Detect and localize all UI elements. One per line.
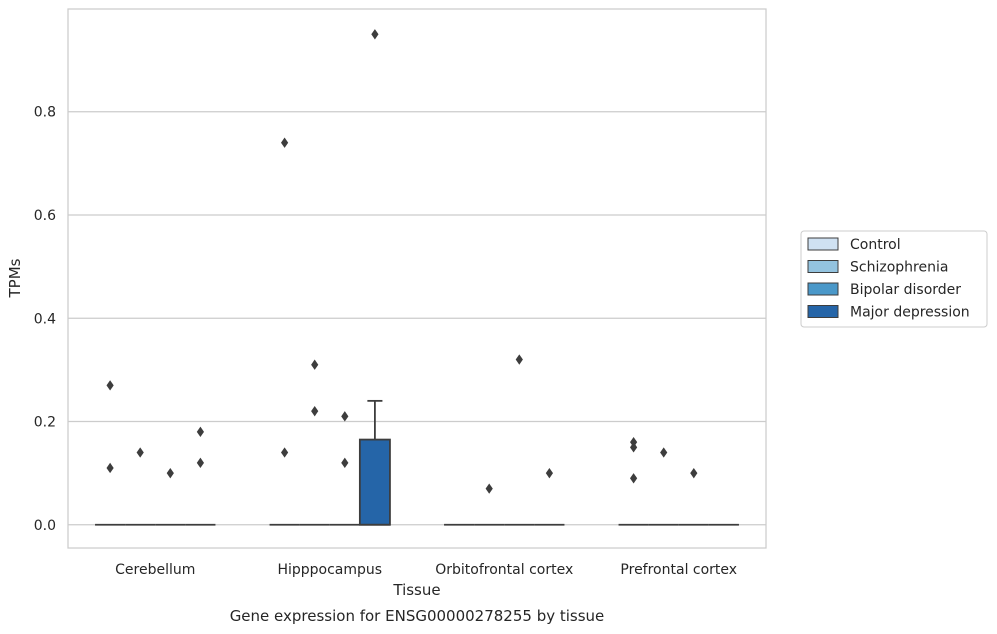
legend-frame	[800, 230, 988, 328]
outlier-points	[106, 29, 698, 494]
outlier-point	[629, 473, 638, 484]
legend-swatch	[807, 237, 839, 251]
outlier-point	[515, 354, 523, 365]
outlier-point	[485, 483, 493, 494]
legend: Control Schizophrenia Bipolar disorder Majo…	[800, 230, 988, 328]
legend-swatch	[807, 282, 839, 296]
x-tick-label: Orbitofrontal cortex	[435, 562, 573, 578]
outlier-point	[136, 447, 144, 458]
y-tick-label: 0.0	[34, 518, 56, 534]
y-tick-label: 0.4	[34, 311, 56, 327]
boxes	[95, 399, 739, 526]
outlier-point	[280, 447, 289, 458]
outlier-point	[341, 457, 349, 468]
x-tick-label: Hipppocampus	[277, 562, 382, 578]
x-tick-label: Prefrontal cortex	[620, 562, 737, 578]
legend-label: Schizophrenia	[850, 260, 948, 276]
box	[358, 438, 391, 526]
x-tick-label: Cerebellum	[115, 562, 195, 578]
y-tick-label: 0.8	[34, 105, 56, 121]
outlier-point	[196, 426, 205, 438]
legend-items: Control Schizophrenia Bipolar disorder Majo…	[807, 237, 970, 321]
chart-caption: Gene expression for ENSG00000278255 by t…	[230, 607, 605, 625]
y-tick-label: 0.2	[34, 415, 56, 431]
y-tick-labels: 0.0 0.2 0.4 0.6 0.8	[34, 105, 56, 534]
outlier-point	[690, 467, 698, 479]
outlier-point	[371, 29, 379, 40]
x-tick-labels: Cerebellum Hipppocampus Orbitofrontal cort…	[115, 562, 737, 578]
legend-label: Control	[850, 237, 901, 253]
outlier-point	[311, 406, 319, 417]
legend-swatch	[807, 260, 839, 273]
legend-label: Bipolar disorder	[850, 282, 961, 298]
y-tick-label: 0.6	[34, 208, 56, 224]
outlier-point	[629, 442, 638, 453]
outlier-point	[545, 467, 554, 479]
legend-swatch	[807, 305, 839, 318]
outlier-point	[660, 447, 668, 458]
outlier-point	[280, 137, 289, 148]
plot-area	[67, 8, 767, 549]
y-axis-label: TPMs	[6, 258, 24, 298]
outlier-point	[106, 462, 114, 474]
outlier-point	[166, 467, 174, 479]
legend-label: Major depression	[850, 305, 970, 321]
outlier-point	[341, 411, 349, 422]
outlier-point	[196, 457, 205, 468]
x-axis-label: Tissue	[392, 581, 440, 599]
outlier-point	[311, 359, 319, 370]
outlier-point	[106, 380, 114, 391]
